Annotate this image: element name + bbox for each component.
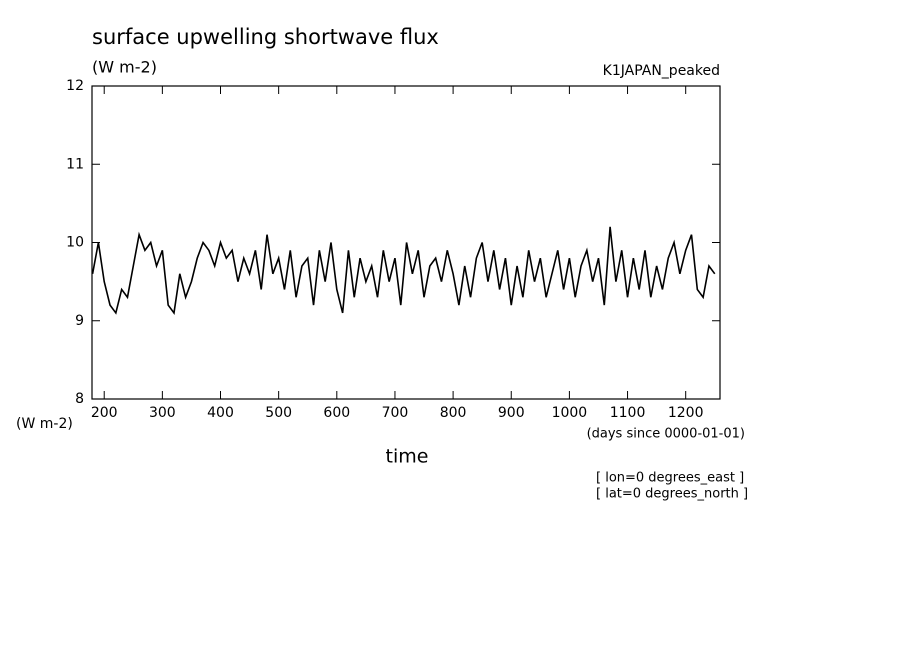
y-tick-label: 12 [66,78,84,94]
y-tick-label: 10 [66,235,84,251]
data-line [91,226,716,315]
x-tick-label: 600 [323,405,350,421]
x-tick-label: 700 [382,405,409,421]
chart-title: surface upwelling shortwave flux [92,25,439,49]
x-tick-label: 1000 [552,405,588,421]
y-tick-label: 8 [75,391,84,407]
x-tick-label: 900 [498,405,525,421]
annotation: [ lon=0 degrees_east ] [596,471,744,486]
x-tick-label: 800 [440,405,467,421]
x-tick-label: 400 [207,405,234,421]
y-axis-label: (W m-2) [16,416,73,432]
x-tick-label: 300 [149,405,176,421]
x-tick-label: 1200 [668,405,704,421]
annotation: [ lat=0 degrees_north ] [596,487,748,502]
x-tick-label: 500 [265,405,292,421]
dataset-label: K1JAPAN_peaked [603,63,720,79]
y-tick-label: 9 [75,313,84,329]
x-axis-label: time [386,446,429,468]
x-tick-label: 200 [91,405,118,421]
y-tick-label: 11 [66,156,84,172]
chart-subtitle: (W m-2) [92,58,157,77]
x-tick-label: 1100 [610,405,646,421]
x-units: (days since 0000-01-01) [587,427,745,442]
